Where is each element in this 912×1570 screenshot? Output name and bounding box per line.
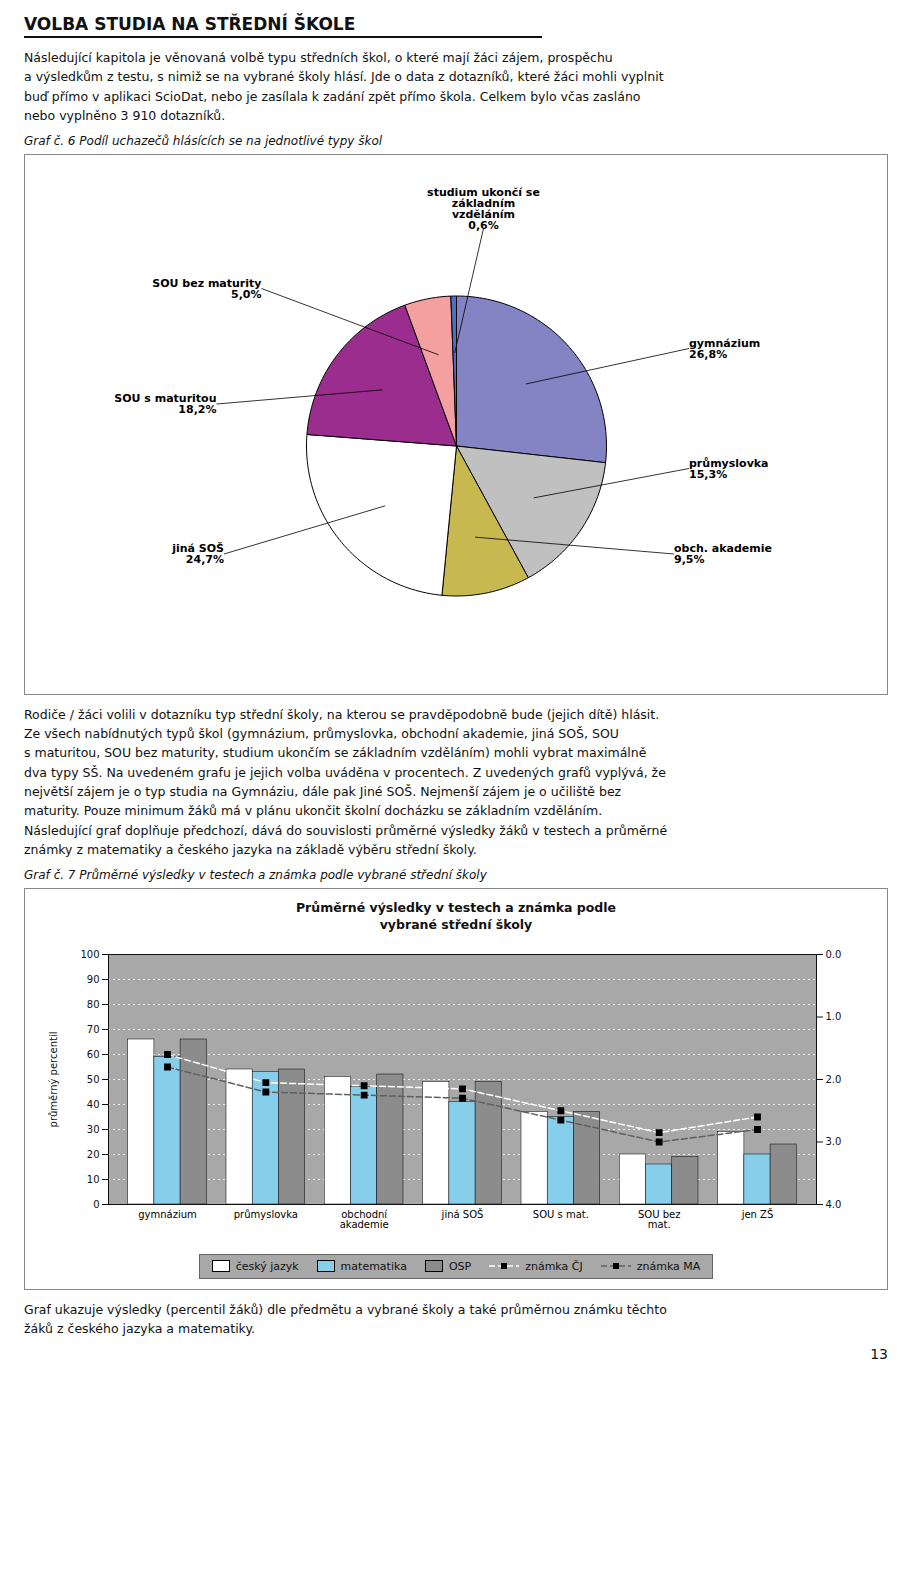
svg-text:gymnázium26,8%: gymnázium26,8% [689,336,760,360]
svg-text:4.0: 4.0 [826,1198,842,1209]
svg-text:SOU bezmat.: SOU bezmat. [638,1208,680,1229]
svg-text:1.0: 1.0 [826,1011,842,1022]
svg-text:průmyslovka15,3%: průmyslovka15,3% [689,456,769,480]
html-text:český jazyk: český jazyk [235,1259,299,1273]
html-text:Rodiče / žáci volili v dotazní: Rodiče / žáci volili v dotazníku typ stř… [24,706,668,858]
html-text:VOLBA STUDIA NA STŘEDNÍ ŠKOLE: VOLBA STUDIA NA STŘEDNÍ ŠKOLE [24,14,356,34]
html-text:Průměrné výsledky v testech a: Průměrné výsledky v testech a známka pod… [295,899,617,932]
svg-text:obchodníakademie: obchodníakademie [340,1208,389,1229]
svg-text:20: 20 [87,1148,100,1159]
svg-text:průmyslovka: průmyslovka [234,1208,298,1219]
svg-text:90: 90 [87,973,100,984]
html-text:13: 13 [870,1346,888,1363]
svg-text:10: 10 [87,1173,100,1184]
html-text:Graf č. 6 Podíl uchazečů hlásí: Graf č. 6 Podíl uchazečů hlásících se na… [24,133,383,148]
html-text:matematika: matematika [340,1259,407,1273]
svg-text:jiná SOŠ24,7%: jiná SOŠ24,7% [171,542,224,566]
svg-text:průměrný percentil: průměrný percentil [48,1031,59,1127]
html-text:OSP: OSP [448,1259,472,1273]
svg-text:obch. akademie9,5%: obch. akademie9,5% [674,542,772,566]
svg-text:jen ZŠ: jen ZŠ [741,1207,774,1219]
svg-text:60: 60 [87,1048,100,1059]
svg-text:3.0: 3.0 [826,1136,842,1147]
svg-text:studium ukončí sezákladnímvzdě: studium ukončí sezákladnímvzděláním0,6% [427,185,540,231]
svg-text:0.0: 0.0 [826,948,842,959]
svg-text:0: 0 [93,1198,99,1209]
svg-text:100: 100 [80,948,99,959]
svg-text:70: 70 [87,1023,100,1034]
svg-text:40: 40 [87,1098,100,1109]
html-text:Následující kapitola je věnova: Následující kapitola je věnovaná volbě t… [24,50,664,124]
svg-text:80: 80 [87,998,100,1009]
svg-text:gymnázium: gymnázium [138,1208,197,1219]
svg-text:SOU bez maturity5,0%: SOU bez maturity5,0% [152,276,261,300]
svg-text:30: 30 [87,1123,100,1134]
html-text:Graf č. 7 Průměrné výsledky v: Graf č. 7 Průměrné výsledky v testech a … [24,867,487,882]
svg-text:SOU s maturitou18,2%: SOU s maturitou18,2% [114,392,216,416]
svg-text:jiná SOŠ: jiná SOŠ [441,1207,484,1219]
html-text:Graf ukazuje výsledky (percent: Graf ukazuje výsledky (percentil žáků) d… [24,1301,667,1336]
svg-text:50: 50 [87,1073,100,1084]
svg-text:SOU s mat.: SOU s mat. [533,1208,589,1219]
html-text:známka ČJ: známka ČJ [525,1259,583,1273]
svg-text:2.0: 2.0 [826,1073,842,1084]
html-text:známka MA: známka MA [636,1259,701,1273]
